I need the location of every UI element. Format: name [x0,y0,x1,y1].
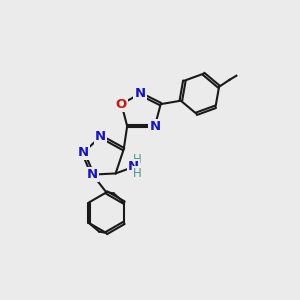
Text: N: N [134,87,146,100]
Text: N: N [149,120,161,133]
Text: N: N [95,130,106,143]
Text: N: N [128,160,139,173]
Text: H: H [133,167,142,180]
Text: O: O [116,98,127,111]
Text: H: H [133,153,142,166]
Text: N: N [87,168,98,181]
Text: N: N [78,146,89,159]
